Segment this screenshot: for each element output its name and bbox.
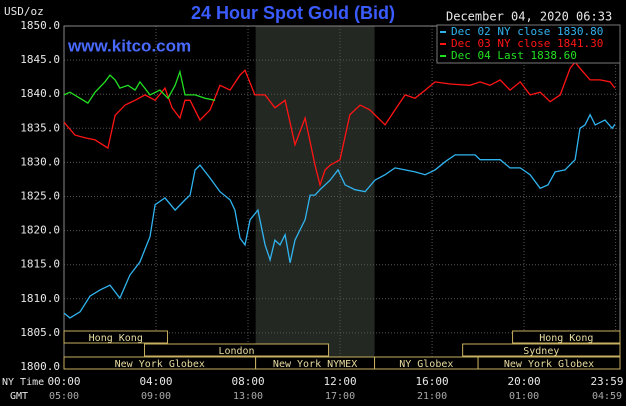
session-label: New York NYMEX [273, 359, 357, 370]
y-tick-label: 1830.0 [20, 155, 60, 168]
y-tick-label: 1820.0 [20, 224, 60, 237]
y-tick-label: 1835.0 [20, 121, 60, 134]
x-row-label: GMT [10, 391, 28, 402]
session-box [63, 330, 169, 344]
y-tick-label: 1825.0 [20, 190, 60, 203]
session-label: Sydney [523, 346, 559, 357]
x-tick-label-gmt: 04:59 [592, 391, 622, 402]
x-tick-label-gmt: 01:00 [509, 391, 539, 402]
session-box [462, 343, 621, 357]
price-line [63, 69, 216, 104]
legend-box [436, 24, 621, 64]
session-box [477, 356, 621, 370]
x-tick-label: 12:00 [323, 375, 356, 388]
y-tick-label: 1850.0 [20, 19, 60, 32]
session-label: New York Globex [504, 359, 594, 370]
price-line [63, 113, 616, 319]
session-label: Hong Kong [539, 333, 593, 344]
y-tick-label: 1815.0 [20, 258, 60, 271]
y-tick-label: 1805.0 [20, 326, 60, 339]
chart-title: 24 Hour Spot Gold (Bid) [191, 3, 395, 23]
timestamp: December 04, 2020 06:33 [446, 10, 612, 24]
x-tick-label-gmt: 05:00 [49, 391, 79, 402]
session-label: New York Globex [115, 359, 205, 370]
x-tick-label: 04:00 [139, 375, 172, 388]
session-shade [255, 26, 375, 367]
session-box [512, 330, 621, 344]
x-tick-label: 23:59 [590, 375, 623, 388]
x-tick-label-gmt: 13:00 [233, 391, 263, 402]
session-label: NY Globex [399, 359, 453, 370]
y-axis-label: USD/oz [4, 5, 44, 18]
x-tick-label-gmt: 17:00 [325, 391, 355, 402]
legend-label: Dec 02 NY close 1830.80 [451, 25, 603, 38]
legend-label: Dec 04 Last 1838.60 [451, 49, 577, 62]
session-label: Hong Kong [89, 333, 143, 344]
y-tick-label: 1800.0 [20, 360, 60, 373]
y-tick-label: 1845.0 [20, 53, 60, 66]
x-row-label: NY Time [2, 377, 44, 388]
watermark: www.kitco.com [67, 36, 191, 55]
x-tick-label: 00:00 [47, 375, 80, 388]
x-tick-label: 20:00 [508, 375, 541, 388]
session-box [144, 343, 330, 357]
legend-label: Dec 03 NY close 1841.30 [451, 37, 603, 50]
y-tick-label: 1840.0 [20, 87, 60, 100]
session-label: London [218, 346, 254, 357]
y-tick-label: 1810.0 [20, 292, 60, 305]
x-tick-label-gmt: 09:00 [141, 391, 171, 402]
x-tick-label-gmt: 21:00 [417, 391, 447, 402]
x-tick-label: 08:00 [231, 375, 264, 388]
x-tick-label: 16:00 [415, 375, 448, 388]
